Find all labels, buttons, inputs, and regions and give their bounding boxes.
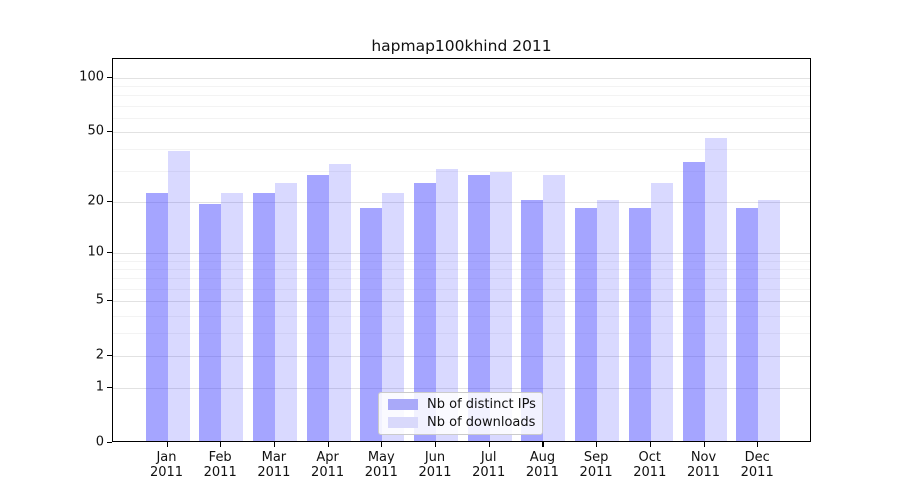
x-tick-label: Sep 2011: [579, 450, 613, 480]
x-tick-label: Jul 2011: [472, 450, 506, 480]
x-tick-label: Nov 2011: [686, 450, 721, 480]
major-gridline: [113, 202, 810, 204]
x-tick-mark: [220, 442, 222, 447]
bar-downloads: [328, 164, 351, 441]
minor-gridline: [113, 278, 810, 280]
y-tick-label: 0: [95, 434, 104, 450]
major-gridline: [113, 301, 810, 303]
x-tick-mark: [435, 442, 437, 447]
x-tick-mark: [596, 442, 598, 447]
x-tick-label: Jun 2011: [418, 450, 452, 480]
legend-row-downloads: Nb of downloads: [388, 415, 542, 430]
bar-downloads: [543, 174, 566, 441]
bar-distinct-ips: [199, 203, 222, 441]
legend-label-distinct-ips: Nb of distinct IPs: [427, 397, 536, 412]
minor-gridline: [113, 171, 810, 173]
major-gridline: [113, 356, 810, 358]
legend-row-distinct-ips: Nb of distinct IPs: [388, 397, 542, 412]
y-tick-mark: [107, 442, 112, 444]
y-tick-mark: [107, 252, 112, 254]
y-tick-label: 2: [95, 347, 104, 363]
y-tick-mark: [107, 76, 112, 78]
legend-swatch-distinct-ips: [388, 399, 418, 410]
x-tick-label: Aug 2011: [525, 450, 559, 480]
bar-distinct-ips: [414, 183, 436, 441]
y-tick-mark: [107, 355, 112, 357]
bar-downloads: [274, 183, 297, 441]
bar-distinct-ips: [575, 208, 598, 441]
bar-downloads: [650, 183, 673, 441]
minor-gridline: [113, 289, 810, 290]
x-tick-label: Oct 2011: [633, 450, 667, 480]
x-tick-label: Feb 2011: [203, 450, 237, 480]
y-tick-mark: [107, 130, 112, 132]
bar-downloads: [758, 200, 781, 441]
legend: Nb of distinct IPs Nb of downloads: [378, 392, 543, 435]
minor-gridline: [113, 260, 810, 262]
x-tick-mark: [757, 442, 759, 447]
y-tick-label: 20: [87, 193, 104, 209]
y-tick-mark: [107, 300, 112, 302]
y-tick-label: 10: [87, 244, 104, 260]
bar-downloads: [597, 200, 620, 441]
x-tick-mark: [488, 442, 490, 447]
bar-distinct-ips: [306, 174, 329, 441]
bar-distinct-ips: [521, 200, 544, 441]
x-tick-mark: [381, 442, 383, 447]
legend-label-downloads: Nb of downloads: [427, 415, 536, 430]
x-tick-label: Apr 2011: [311, 450, 345, 480]
minor-gridline: [113, 333, 810, 335]
bar-distinct-ips: [360, 208, 383, 441]
x-tick-mark: [166, 442, 168, 447]
chart-title: hapmap100khind 2011: [371, 37, 552, 55]
x-tick-label: Jan 2011: [149, 450, 184, 480]
major-gridline: [113, 131, 810, 133]
bar-downloads: [489, 171, 512, 441]
x-tick-label: May 2011: [364, 450, 398, 480]
bar-distinct-ips: [252, 192, 275, 441]
y-tick-mark: [107, 201, 112, 203]
x-tick-label: Mar 2011: [257, 450, 291, 480]
bar-distinct-ips: [682, 161, 705, 441]
major-gridline: [113, 388, 810, 390]
minor-gridline: [113, 117, 810, 119]
x-tick-label: Dec 2011: [740, 450, 774, 480]
major-gridline: [113, 77, 810, 79]
bar-downloads: [167, 151, 190, 441]
y-tick-label: 50: [87, 123, 104, 139]
plot-area: [112, 58, 811, 442]
x-tick-mark: [273, 442, 276, 447]
y-tick-label: 100: [79, 69, 104, 85]
minor-gridline: [113, 86, 810, 87]
bar-downloads: [436, 169, 458, 441]
y-tick-mark: [107, 387, 112, 389]
bar-downloads: [704, 138, 727, 441]
bar-distinct-ips: [628, 208, 651, 441]
minor-gridline: [113, 315, 810, 317]
x-tick-mark: [542, 442, 544, 447]
x-tick-mark: [327, 442, 329, 447]
minor-gridline: [113, 105, 810, 107]
y-tick-label: 1: [95, 379, 104, 395]
bar-distinct-ips: [736, 208, 759, 441]
x-tick-mark: [703, 442, 705, 447]
y-tick-label: 5: [95, 292, 104, 308]
bar-distinct-ips: [145, 192, 168, 441]
minor-gridline: [113, 269, 810, 271]
x-tick-mark: [649, 442, 651, 447]
bar-downloads: [382, 192, 405, 441]
bar-downloads: [221, 192, 244, 441]
minor-gridline: [113, 95, 810, 97]
legend-swatch-downloads: [388, 417, 418, 428]
bar-distinct-ips: [467, 174, 490, 441]
major-gridline: [113, 253, 810, 255]
minor-gridline: [113, 149, 810, 151]
